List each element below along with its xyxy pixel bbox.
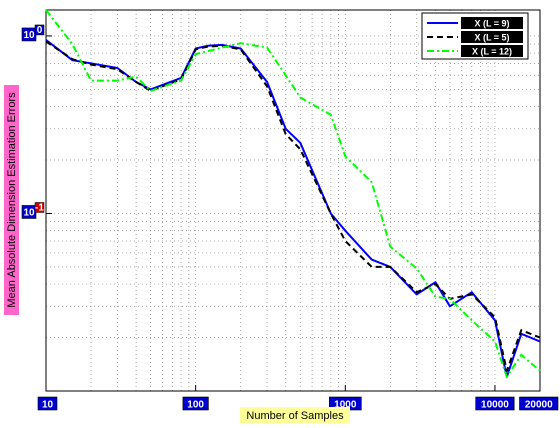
x-axis-title-text: Number of Samples [246, 410, 344, 422]
legend-label-1: X (L = 9) [474, 19, 509, 29]
x-axis-title: Number of Samples [240, 407, 350, 423]
legend-label-2: X (L = 5) [474, 33, 509, 43]
legend: X (L = 9) X (L = 5) X (L = 12) [422, 13, 528, 59]
y-axis-title: Mean Absolute Dimension Estimation Error… [4, 85, 19, 315]
x-tick-label: 20000 [525, 400, 553, 411]
x-tick-label: 100 [187, 400, 204, 411]
y-axis-title-text: Mean Absolute Dimension Estimation Error… [6, 92, 18, 308]
y-tick-label: 10 [23, 30, 35, 41]
y-tick-exponent: 0 [37, 25, 43, 36]
y-tick-exponent: -1 [35, 202, 44, 213]
legend-label-3: X (L = 12) [472, 47, 512, 57]
x-tick-label: 10000 [481, 400, 509, 411]
y-tick-label: 10 [23, 207, 35, 218]
x-tick-label: 10 [42, 400, 54, 411]
